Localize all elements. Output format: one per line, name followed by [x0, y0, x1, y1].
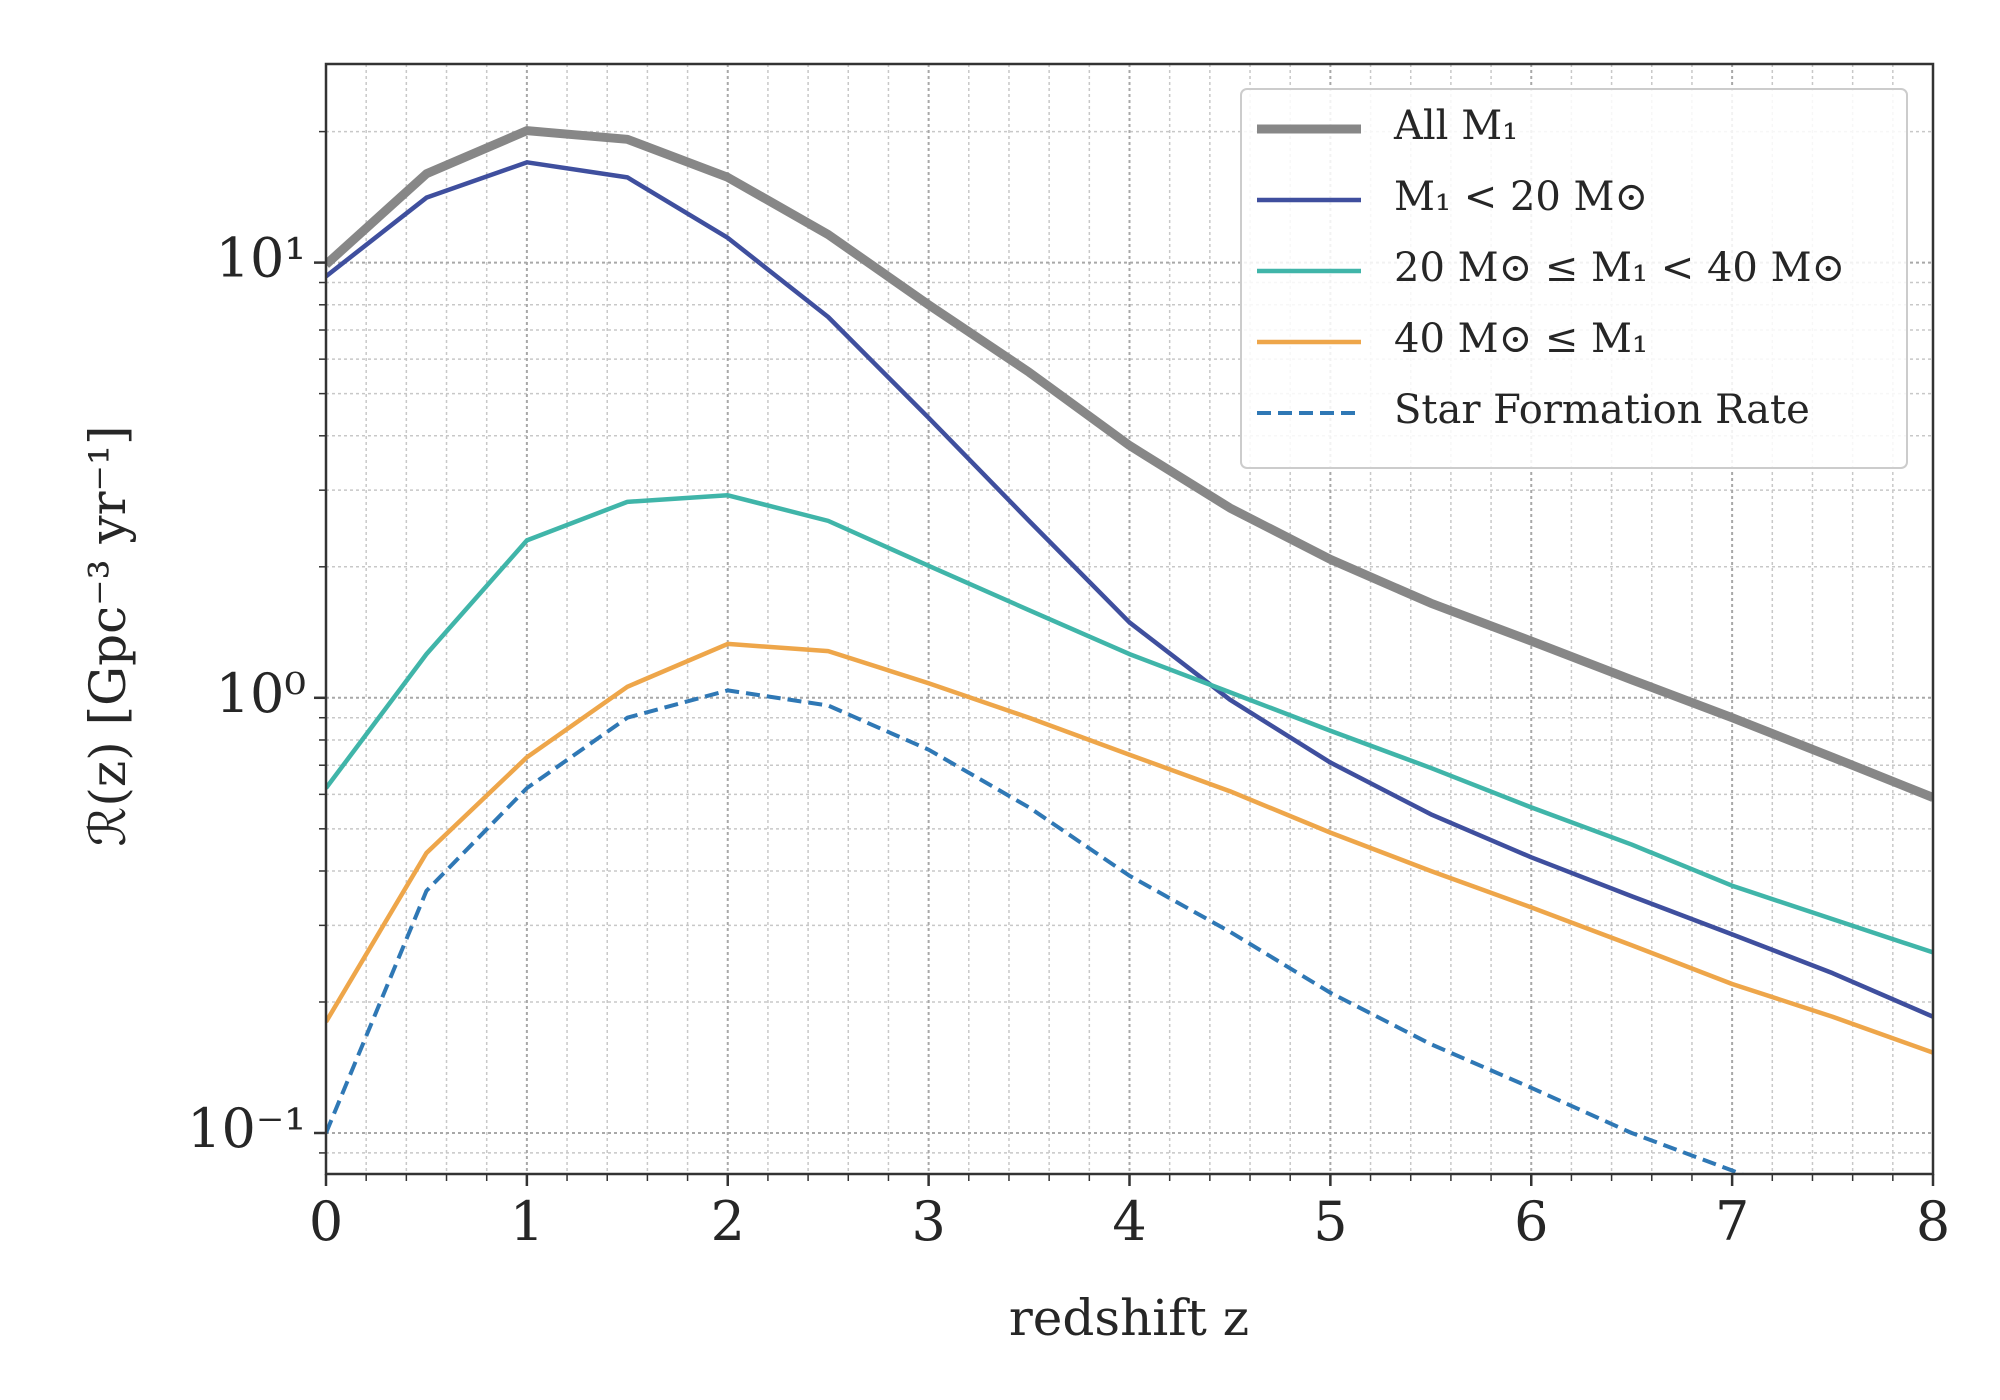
series-line — [326, 493, 1933, 955]
y-axis-label: ℛ(z) [Gpc⁻³ yr⁻¹] — [79, 425, 137, 846]
x-tick-label: 2 — [711, 1190, 745, 1253]
x-tick-label: 8 — [1916, 1190, 1950, 1253]
legend-label: Star Formation Rate — [1394, 387, 1810, 433]
legend: All M₁ M₁ < 20 M⊙ 20 M⊙ ≤ M₁ < 40 M⊙ 40 M⊙ … — [1240, 88, 1908, 469]
x-axis-label: redshift z — [1009, 1289, 1249, 1347]
ticks: 0 1 2 3 4 5 6 7 8 10⁻¹ 10⁰ 10¹ — [187, 130, 1950, 1253]
x-tick-label: 0 — [309, 1190, 343, 1253]
x-tick-label: 6 — [1514, 1190, 1548, 1253]
series-line — [326, 126, 1933, 802]
series-line — [326, 688, 1746, 1174]
y-tick-label: 10⁰ — [216, 662, 306, 725]
y-tick-label: 10⁻¹ — [187, 1097, 306, 1160]
x-tick-label: 3 — [911, 1190, 945, 1253]
legend-label: All M₁ — [1393, 103, 1518, 149]
legend-label: 20 M⊙ ≤ M₁ < 40 M⊙ — [1394, 245, 1845, 291]
series-line — [326, 641, 1933, 1055]
legend-label: M₁ < 20 M⊙ — [1394, 174, 1648, 220]
legend-box — [1240, 88, 1908, 469]
x-tick-label: 7 — [1715, 1190, 1749, 1253]
series-line — [326, 160, 1933, 1019]
x-tick-label: 5 — [1313, 1190, 1347, 1253]
x-tick-label: 1 — [510, 1190, 544, 1253]
x-tick-label: 4 — [1112, 1190, 1146, 1253]
plot-area — [326, 126, 1933, 1174]
legend-label: 40 M⊙ ≤ M₁ — [1394, 316, 1648, 362]
y-tick-label: 10¹ — [216, 227, 306, 290]
